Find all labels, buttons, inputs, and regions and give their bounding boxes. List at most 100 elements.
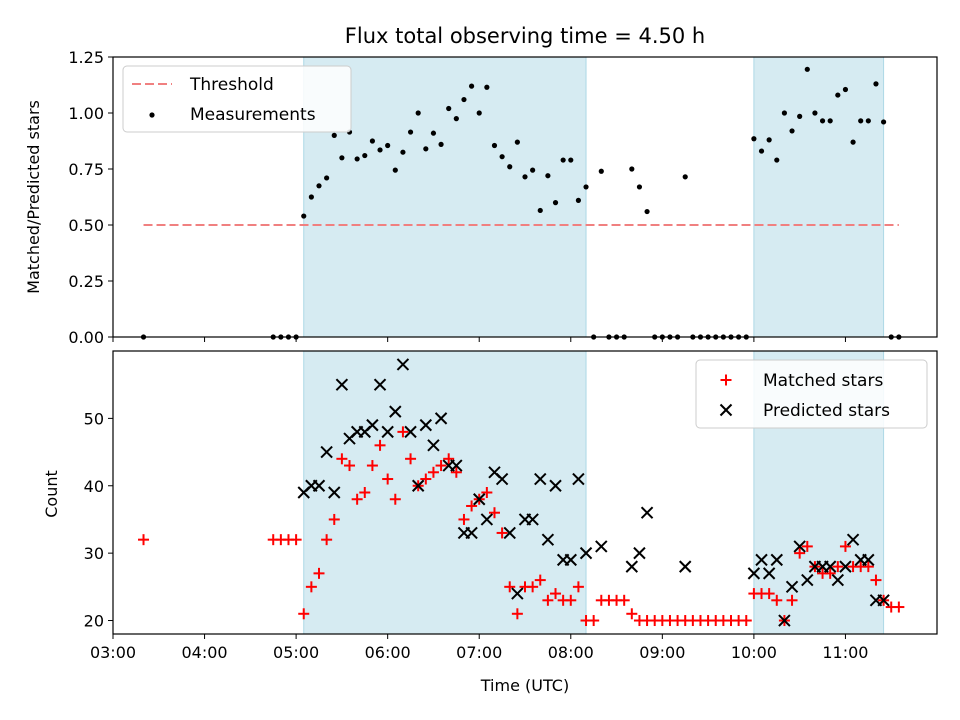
matched-star-point [832,561,844,573]
measurement-point [842,86,849,93]
measurement-point [575,197,582,203]
measurement-point [568,157,574,163]
measurement-point [339,155,345,161]
matched-star-point [374,439,386,451]
matched-star-point [572,581,584,593]
matched-star-point [298,608,310,620]
top-panel: 0.00 0.25 0.50 0.75 1.00 1.25 Matched/Predict… [24,48,938,347]
bottom-x-tick-label: 06:00 [365,643,411,662]
matched-star-point [443,453,455,465]
measurement-point [812,110,818,116]
measurement-point [896,334,902,340]
bottom-x-tick-label: 04:00 [182,643,228,662]
measurement-point [545,173,551,179]
matched-star-point [344,460,356,472]
measurement-point [468,83,475,89]
bottom-y-tick-label: 20 [84,612,104,631]
bottom-y-tick-label: 40 [84,477,104,496]
measurement-point [728,334,734,340]
predicted-star-point [679,560,692,573]
matched-star-point [359,487,371,498]
measurement-point [491,142,498,149]
legend-measurement-label: Measurements [190,105,316,125]
predicted-star-point [572,472,585,486]
legend-matched-swatch [720,374,732,386]
bottom-x-tick-label: 05:00 [273,643,319,662]
bottom-y-tick-label: 50 [84,409,104,428]
measurement-point [278,334,284,340]
legend-predicted-label: Predicted stars [763,401,890,421]
matched-star-point [839,540,851,552]
top-axes-frame [112,56,938,338]
bottom-axes-frame [112,350,938,635]
matched-star-point [565,594,577,606]
legend-threshold-label: Threshold [189,75,274,95]
matched-star-point [450,466,462,478]
measurement-point [736,334,742,340]
predicted-star-point [549,479,562,492]
predicted-star-point [534,472,547,486]
bottom-x-tick-label: 08:00 [548,643,594,662]
predicted-star-point [450,459,463,472]
predicted-star-point [411,479,425,492]
bottom-x-tick-label: 03:00 [90,643,136,662]
matched-star-point [801,540,813,552]
predicted-star-point [511,587,524,600]
top-y-tick-label: 0.25 [68,272,104,291]
matched-star-point [893,601,905,613]
measurement-point [560,157,566,163]
measurement-point [659,334,665,340]
measurement-point [804,66,810,72]
matched-star-point [626,608,638,620]
predicted-star-point [877,594,890,607]
measurement-point [514,139,520,145]
bottom-panel: 20 30 40 50 03:00 04:00 05:00 06:00 07:00 08:00 09… [42,350,938,662]
bottom-axes: 20 30 40 50 03:00 04:00 05:00 06:00 07:00 08:00 09… [84,350,938,662]
measurement-point [880,119,887,125]
predicted-star-point [434,412,448,425]
measurement-point [606,334,612,340]
measurement-point [438,141,444,147]
measurement-point [430,130,437,136]
measurement-point [743,334,749,340]
matched-star-point [618,594,630,606]
measurement-point [461,96,467,103]
measurement-point [476,110,482,116]
bottom-x-tick-label: 11:00 [822,643,868,662]
measurement-point [552,200,559,206]
figure-title: Flux total observing time = 4.50 h [345,24,705,48]
measurement-point [682,174,688,180]
matched-star-point [588,615,600,627]
matched-star-point [382,473,394,485]
measurement-point [392,167,398,173]
bottom-x-tick-label: 07:00 [456,643,502,662]
measurement-point [400,149,406,155]
top-data-marks [140,66,902,340]
measurement-point [720,334,726,340]
matched-star-point [870,574,882,586]
predicted-star-point [823,560,837,573]
predicted-star-point [480,513,494,526]
measurement-point [621,334,627,340]
measurement-point [827,118,833,124]
x-axis-label: Time (UTC) [480,676,569,695]
measurement-point [598,168,604,174]
measurement-point [484,84,490,90]
measurement-point [301,213,307,219]
measurement-point [644,208,650,215]
measurement-point [850,139,856,145]
predicted-star-point [785,580,799,594]
matched-star-point [336,453,348,465]
predicted-star-point [526,513,539,526]
measurement-point [888,334,894,340]
predicted-star-point [465,526,478,540]
top-legend: Threshold Measurements [122,65,352,133]
measurement-point [629,166,635,172]
measurement-point [423,146,429,152]
predicted-star-point [396,358,410,371]
measurement-point [797,113,803,119]
top-y-tick-label: 0.75 [68,160,104,179]
predicted-star-point [320,445,333,459]
matched-star-point [527,581,539,593]
